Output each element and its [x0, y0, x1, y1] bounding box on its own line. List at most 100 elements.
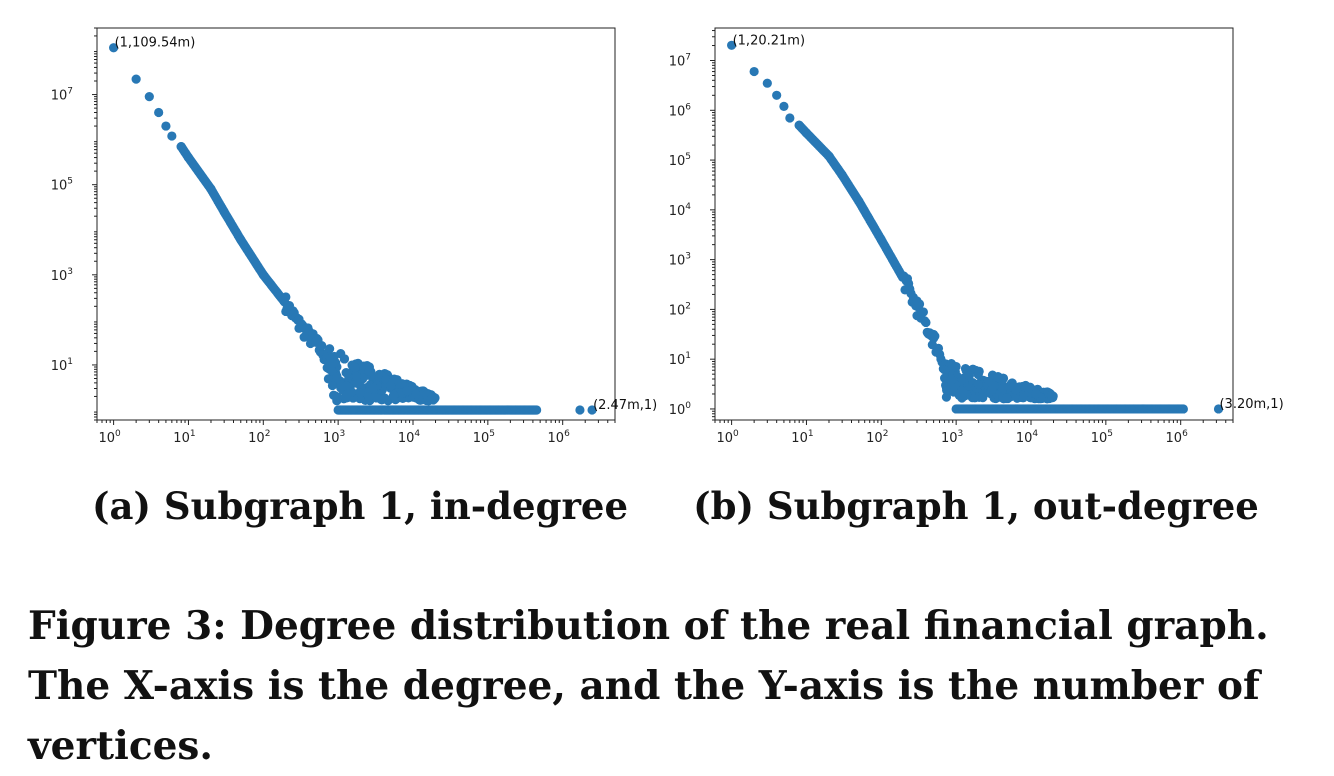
data-point [167, 131, 177, 141]
data-point [762, 78, 772, 88]
band-point [426, 394, 436, 404]
band-point [329, 391, 340, 401]
band-point [350, 362, 360, 373]
chart-a-caption: (a) Subgraph 1, in-degree [91, 484, 629, 528]
data-point [779, 101, 789, 111]
data-point [144, 92, 154, 102]
band-point [973, 379, 983, 389]
band-point [1046, 390, 1057, 400]
band-point [371, 393, 381, 403]
plot-frame [96, 27, 616, 421]
chart-a-svg: 100 101 102 103 104 105 106 101 103 105 107 (1,109.… [51, 27, 657, 446]
x-tick-label: 100 [98, 429, 121, 446]
x-tick-label: 103 [323, 429, 345, 446]
band-point [355, 388, 365, 398]
band-point [973, 370, 983, 380]
y-tick-label: 101 [51, 357, 73, 374]
band-point [411, 389, 421, 399]
y-tick-label: 107 [669, 53, 691, 70]
band-point [342, 368, 352, 378]
data-point [109, 43, 119, 53]
y-tick-label: 104 [669, 202, 692, 219]
data-point [161, 121, 171, 131]
y-tick-label: 105 [669, 152, 691, 169]
y-tick-label: 106 [669, 102, 692, 119]
data-point [749, 66, 759, 77]
data-point [154, 107, 164, 118]
data-point [727, 40, 737, 50]
band-point [978, 393, 988, 403]
curve-point [930, 331, 940, 341]
y-tick-label: 103 [669, 252, 691, 269]
plot-frame [714, 27, 1234, 421]
curve-point [281, 292, 291, 302]
x-tick-label: 100 [716, 429, 739, 446]
band-point [987, 384, 997, 394]
x-tick-label: 103 [941, 429, 963, 446]
outlier-point [575, 405, 585, 415]
band-point [998, 383, 1008, 393]
band-point [956, 386, 967, 396]
band-point [951, 361, 961, 372]
chart-b-svg: 100 101 102 103 104 105 106 100 101 102 103 104 105 1… [669, 27, 1284, 446]
x-tick-label: 105 [1091, 429, 1113, 446]
band-point [339, 354, 350, 364]
y-tick-label: 105 [51, 177, 73, 194]
band-point [342, 389, 352, 399]
x-tick-label: 105 [473, 429, 495, 446]
y-tick-label: 107 [51, 87, 73, 104]
curve-point [918, 307, 928, 317]
annotation-label: (1,109.54m) [115, 36, 196, 51]
x-tick-label: 106 [1166, 429, 1189, 446]
band-point [389, 390, 399, 400]
band-point [351, 371, 362, 381]
x-tick-label: 101 [173, 429, 195, 446]
outlier-point [587, 405, 597, 415]
x-tick-label: 102 [866, 429, 888, 446]
band-point [363, 391, 374, 402]
chart-panel-a: 100 101 102 103 104 105 106 101 103 105 107 (1,109.… [0, 0, 667, 470]
x-tick-label: 106 [548, 429, 571, 446]
band-point [402, 386, 412, 396]
band-point [386, 381, 396, 391]
band-point [352, 378, 362, 388]
band-point [328, 358, 338, 368]
curve-point [921, 317, 931, 328]
x-tick-label: 104 [398, 429, 421, 446]
x-tick-label: 104 [1016, 429, 1039, 446]
band-point [1002, 393, 1012, 403]
band-point [325, 344, 335, 354]
band-point [364, 366, 374, 376]
band-point [940, 365, 950, 375]
band-point [327, 366, 337, 376]
y-tick-label: 101 [669, 351, 691, 368]
x-tick-label: 101 [791, 429, 813, 446]
y-tick-label: 103 [51, 267, 73, 284]
y-tick-label: 100 [669, 401, 692, 418]
band-point [941, 392, 952, 402]
chart-b-caption: (b) Subgraph 1, out-degree [693, 484, 1259, 528]
band-point [1031, 389, 1041, 399]
band-point [949, 387, 959, 397]
data-point [785, 113, 795, 123]
band-point [327, 380, 338, 391]
chart-panel-b: 100 101 102 103 104 105 106 100 101 102 103 104 105 1… [667, 0, 1334, 470]
annotation-label: (2.47m,1) [593, 398, 657, 413]
figure-caption: Figure 3: Degree distribution of the rea… [28, 603, 1269, 769]
band-point [964, 370, 975, 380]
band-point [1018, 393, 1028, 403]
x-tick-label: 102 [248, 429, 270, 446]
band-point [1009, 381, 1019, 392]
band-point [341, 381, 351, 391]
band-point [946, 375, 956, 385]
data-point [772, 90, 782, 100]
outlier-point [1213, 404, 1224, 414]
band-point [993, 372, 1003, 383]
annotation-label: (1,20.21m) [733, 33, 805, 48]
annotation-label: (3.20m,1) [1219, 397, 1283, 412]
curve-point [914, 299, 925, 309]
floor-point [532, 405, 542, 415]
band-point [368, 383, 378, 393]
y-tick-label: 102 [669, 301, 691, 318]
band-point [380, 393, 390, 403]
